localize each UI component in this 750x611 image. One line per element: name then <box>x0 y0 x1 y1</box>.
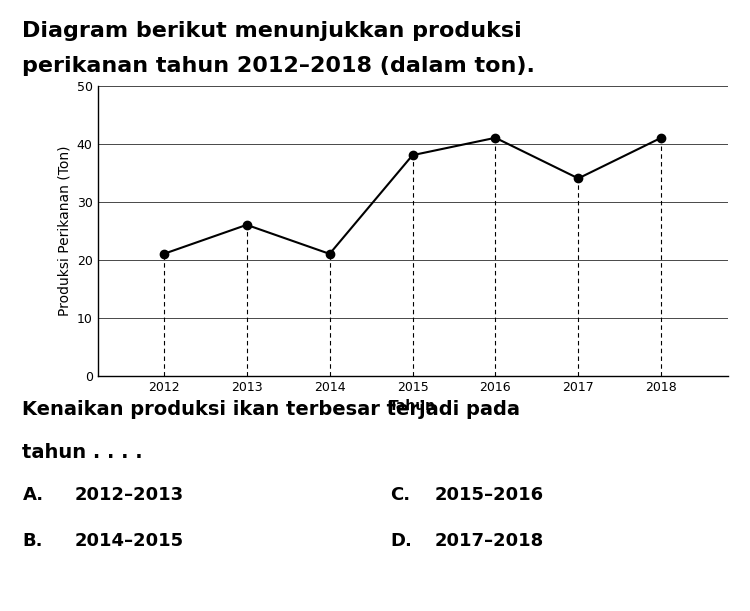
Text: C.: C. <box>390 486 410 503</box>
Text: 2015–2016: 2015–2016 <box>435 486 544 503</box>
Text: Diagram berikut menunjukkan produksi: Diagram berikut menunjukkan produksi <box>22 21 522 42</box>
Text: 2012–2013: 2012–2013 <box>75 486 184 503</box>
Text: B.: B. <box>22 532 43 549</box>
Text: Kenaikan produksi ikan terbesar terjadi pada: Kenaikan produksi ikan terbesar terjadi … <box>22 400 520 419</box>
Text: tahun . . . .: tahun . . . . <box>22 443 143 462</box>
X-axis label: Tahun: Tahun <box>389 399 436 413</box>
Text: 2017–2018: 2017–2018 <box>435 532 544 549</box>
Text: D.: D. <box>390 532 412 549</box>
Text: A.: A. <box>22 486 44 503</box>
Text: 2014–2015: 2014–2015 <box>75 532 184 549</box>
Y-axis label: Produksi Perikanan (Ton): Produksi Perikanan (Ton) <box>57 145 71 316</box>
Text: perikanan tahun 2012–2018 (dalam ton).: perikanan tahun 2012–2018 (dalam ton). <box>22 56 536 76</box>
